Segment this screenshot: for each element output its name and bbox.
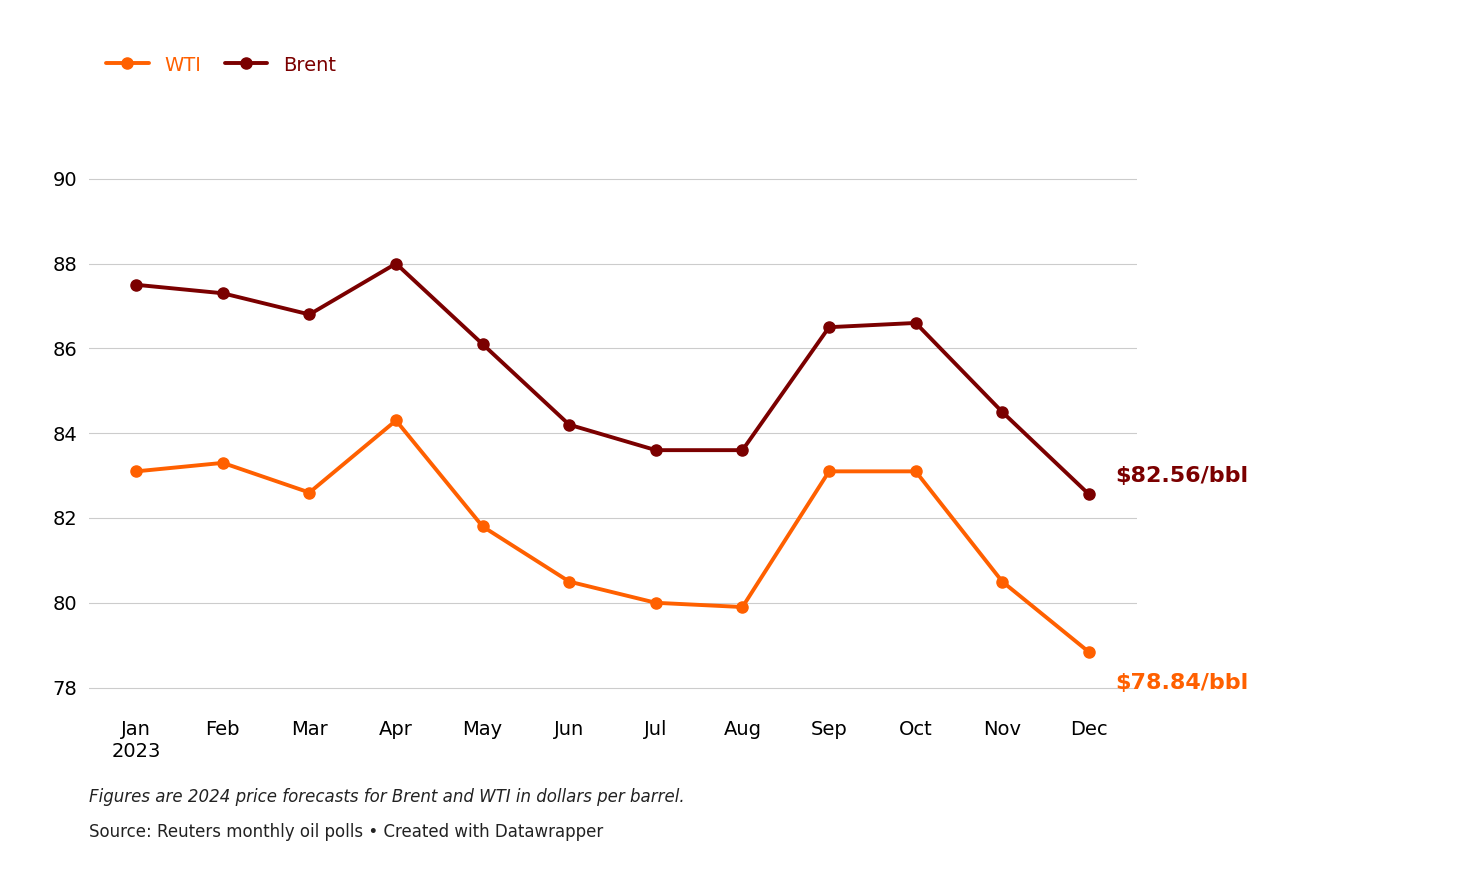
WTI <box>387 416 404 426</box>
WTI <box>127 466 145 477</box>
Line: WTI: WTI <box>131 415 1094 657</box>
WTI <box>474 521 492 532</box>
WTI <box>993 576 1011 587</box>
WTI <box>301 487 319 498</box>
Brent <box>214 288 232 299</box>
WTI <box>1080 647 1098 657</box>
Line: Brent: Brent <box>131 258 1094 500</box>
Brent <box>906 318 924 329</box>
Legend: WTI, Brent: WTI, Brent <box>99 48 344 82</box>
Brent <box>561 419 579 430</box>
WTI <box>646 597 664 608</box>
Text: $82.56/bbl: $82.56/bbl <box>1114 466 1249 486</box>
WTI <box>214 457 232 468</box>
Brent <box>301 309 319 320</box>
Brent <box>734 445 751 455</box>
Brent <box>474 338 492 349</box>
Text: Source: Reuters monthly oil polls • Created with Datawrapper: Source: Reuters monthly oil polls • Crea… <box>89 823 602 842</box>
Text: Figures are 2024 price forecasts for Brent and WTI in dollars per barrel.: Figures are 2024 price forecasts for Bre… <box>89 788 685 806</box>
Brent <box>127 279 145 290</box>
Brent <box>646 445 664 455</box>
WTI <box>906 466 924 477</box>
Brent <box>821 322 838 332</box>
Brent <box>387 259 404 269</box>
WTI <box>561 576 579 587</box>
WTI <box>821 466 838 477</box>
Brent <box>1080 489 1098 500</box>
WTI <box>734 602 751 612</box>
Text: $78.84/bbl: $78.84/bbl <box>1114 673 1249 693</box>
Brent <box>993 407 1011 417</box>
